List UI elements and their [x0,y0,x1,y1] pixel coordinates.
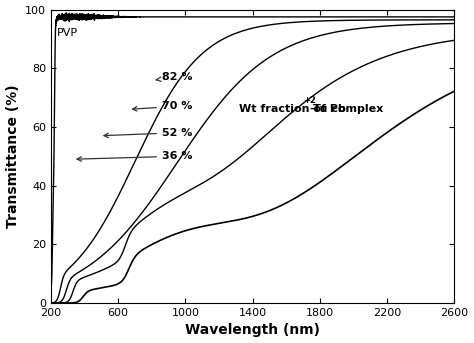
Text: 52 %: 52 % [104,128,192,138]
Text: 82 %: 82 % [156,72,192,82]
Text: PVP: PVP [57,28,78,38]
Text: Wt fraction of Pb: Wt fraction of Pb [239,104,346,114]
X-axis label: Wavelength (nm): Wavelength (nm) [185,323,320,338]
Text: 70 %: 70 % [132,101,192,111]
Y-axis label: Transmittance (%): Transmittance (%) [6,84,19,228]
Text: +2: +2 [303,96,316,105]
Text: -Tu complex: -Tu complex [310,104,383,114]
Text: 36 %: 36 % [77,151,192,161]
